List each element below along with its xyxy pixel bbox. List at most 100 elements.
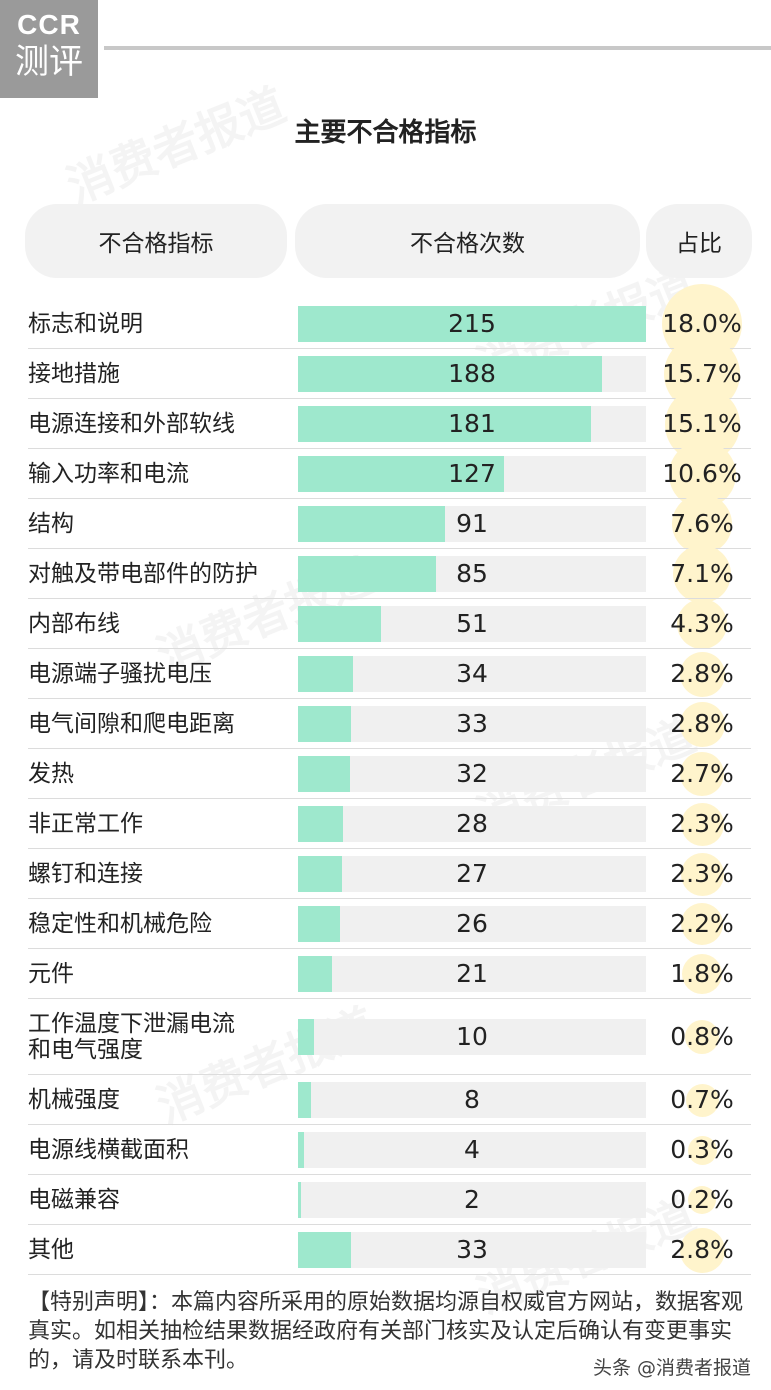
count-bar (298, 456, 504, 492)
indicator-label: 对触及带电部件的防护 (28, 561, 258, 587)
table-row: 标志和说明 215 18.0% (0, 284, 771, 364)
table-row: 内部布线 51 4.3% (0, 599, 771, 649)
bar-track (298, 1082, 646, 1118)
row-divider (28, 898, 751, 899)
count-bar (298, 856, 342, 892)
table-row: 其他 33 2.8% (0, 1225, 771, 1275)
table-row: 输入功率和电流 127 10.6% (0, 441, 771, 508)
count-bar (298, 1019, 314, 1055)
disclaimer-note: 【特别声明】：本篇内容所采用的原始数据均源自权威官方网站，数据客观真实。如相关抽… (28, 1290, 744, 1373)
table-row: 工作温度下泄漏电流 和电气强度 10 0.8% (0, 999, 771, 1075)
table-row: 发热 32 2.7% (0, 749, 771, 799)
count-value: 32 (456, 759, 488, 788)
row-divider (28, 1174, 751, 1175)
count-value: 8 (464, 1085, 480, 1114)
source-credit: 头条 @消费者报道 (592, 1357, 751, 1379)
count-bar (298, 306, 646, 342)
table-row: 电源线横截面积 4 0.3% (0, 1125, 771, 1175)
percent-value: 18.0% (662, 309, 742, 338)
row-divider (28, 448, 751, 449)
logo-text-ccr: CCR (17, 9, 81, 40)
table-row: 电磁兼容 2 0.2% (0, 1175, 771, 1225)
indicator-label: 电源线横截面积 (28, 1137, 189, 1163)
table-row: 非正常工作 28 2.3% (0, 799, 771, 849)
percent-value: 2.8% (670, 659, 734, 688)
percent-value: 0.8% (670, 1022, 734, 1051)
logo-text-review: 测评 (15, 42, 83, 82)
bar-track (298, 1132, 646, 1168)
count-bar (298, 1132, 304, 1168)
percent-value: 4.3% (670, 609, 734, 638)
table-row: 螺钉和连接 27 2.3% (0, 849, 771, 899)
percent-value: 7.6% (670, 509, 734, 538)
bar-track (298, 1182, 646, 1218)
row-divider (28, 648, 751, 649)
percent-circle (686, 1084, 719, 1117)
percent-value: 1.8% (670, 959, 734, 988)
count-bar (298, 556, 436, 592)
indicator-label: 输入功率和电流 (28, 461, 189, 487)
indicator-label: 非正常工作 (28, 811, 143, 837)
table-row: 电源端子骚扰电压 34 2.8% (0, 649, 771, 699)
percent-circle (688, 1186, 716, 1214)
row-divider (28, 998, 751, 999)
indicator-label: 接地措施 (28, 361, 120, 387)
bar-track (298, 806, 646, 842)
count-bar (298, 956, 332, 992)
count-value: 33 (456, 1235, 488, 1264)
percent-circle (677, 599, 727, 649)
percent-circle (681, 853, 724, 896)
bar-track (298, 906, 646, 942)
table-row: 对触及带电部件的防护 85 7.1% (0, 545, 771, 603)
table-row: 结构 91 7.6% (0, 494, 771, 554)
percent-value: 0.2% (670, 1185, 734, 1214)
count-value: 188 (448, 359, 496, 388)
table-row: 机械强度 8 0.7% (0, 1075, 771, 1125)
indicator-label: 其他 (28, 1237, 74, 1263)
count-value: 28 (456, 809, 488, 838)
percent-circle (681, 903, 723, 945)
row-divider (28, 598, 751, 599)
count-value: 26 (456, 909, 488, 938)
count-bar (298, 356, 602, 392)
top-divider (104, 46, 771, 50)
count-bar (298, 656, 353, 692)
percent-value: 2.8% (670, 709, 734, 738)
percent-value: 2.7% (670, 759, 734, 788)
percent-value: 2.8% (670, 1235, 734, 1264)
percent-circle (680, 702, 725, 747)
count-value: 181 (448, 409, 496, 438)
column-header-count: 不合格次数 (295, 204, 640, 278)
indicator-label: 标志和说明 (28, 311, 143, 337)
count-bar (298, 606, 381, 642)
percent-circle (681, 803, 724, 846)
row-divider (28, 1074, 751, 1075)
count-bar (298, 406, 591, 442)
indicator-label: 电气间隙和爬电距离 (28, 711, 235, 737)
count-value: 33 (456, 709, 488, 738)
row-divider (28, 1224, 751, 1225)
count-value: 27 (456, 859, 488, 888)
percent-value: 15.7% (662, 359, 742, 388)
percent-circle (680, 1228, 725, 1273)
percent-value: 2.2% (670, 909, 734, 938)
count-bar (298, 906, 340, 942)
indicator-label: 电源端子骚扰电压 (28, 661, 212, 687)
row-divider (28, 348, 751, 349)
indicator-label: 元件 (28, 961, 74, 987)
indicator-label: 电源连接和外部软线 (28, 411, 235, 437)
count-bar (298, 806, 343, 842)
percent-value: 15.1% (662, 409, 742, 438)
count-bar (298, 1232, 351, 1268)
count-bar (298, 1182, 301, 1218)
indicator-label: 工作温度下泄漏电流 和电气强度 (28, 1011, 235, 1063)
bar-track (298, 956, 646, 992)
indicator-label: 内部布线 (28, 611, 120, 637)
indicator-label: 电磁兼容 (28, 1187, 120, 1213)
count-bar (298, 706, 351, 742)
table-row: 电源连接和外部软线 181 15.1% (0, 387, 771, 462)
count-value: 2 (464, 1185, 480, 1214)
bar-track (298, 1232, 646, 1268)
count-value: 215 (448, 309, 496, 338)
percent-value: 7.1% (670, 559, 734, 588)
